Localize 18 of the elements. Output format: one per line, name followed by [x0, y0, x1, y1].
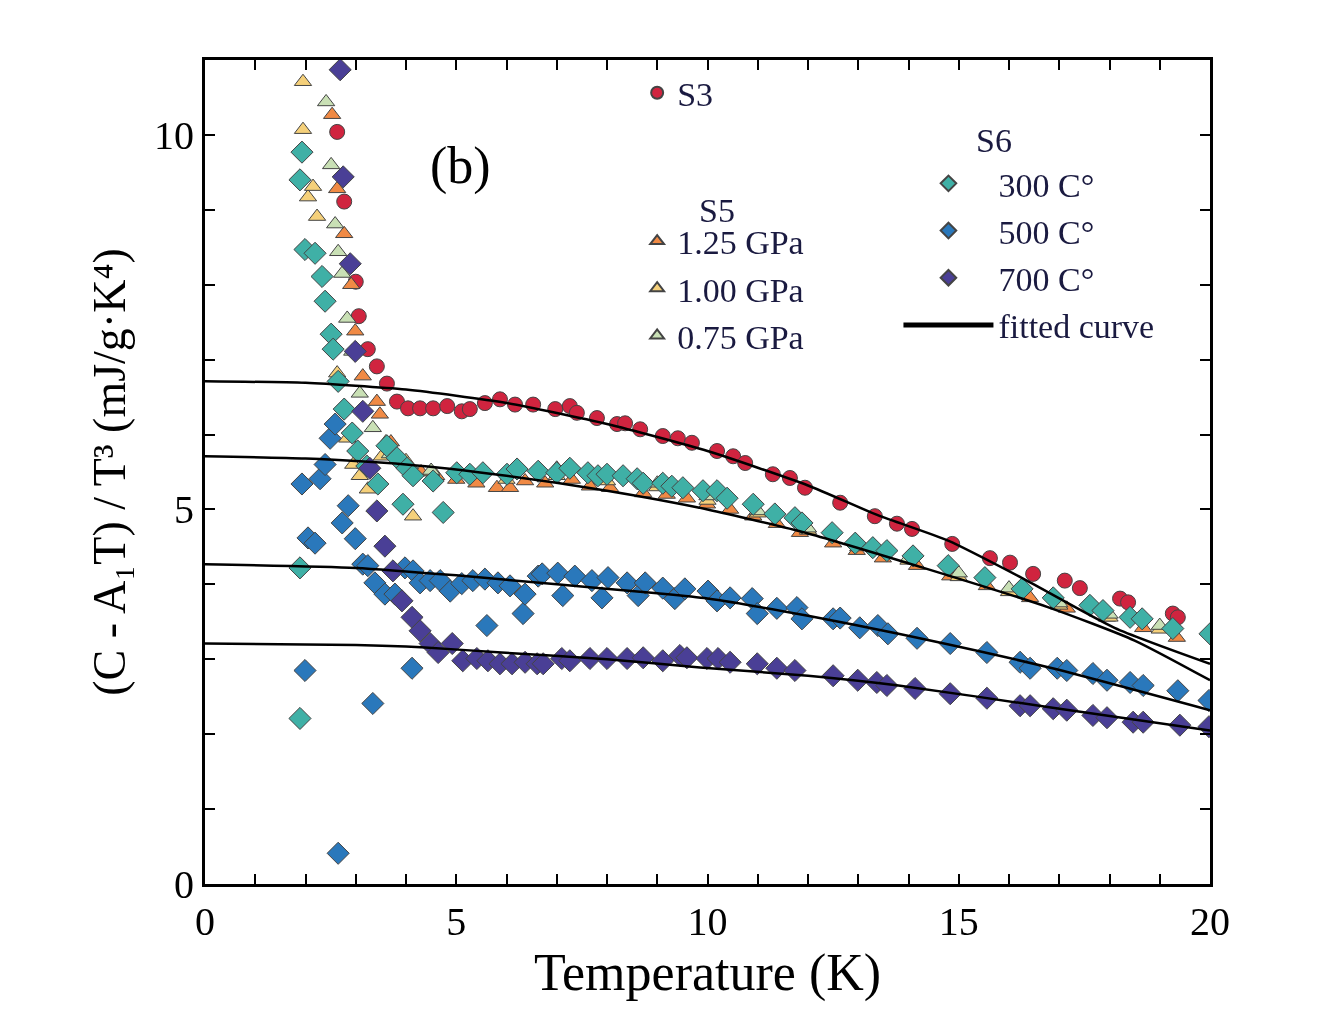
x-tick-label: 10 — [687, 899, 728, 944]
y-tick-label: 5 — [174, 487, 194, 533]
legend-label: 1.00 GPa — [677, 271, 804, 309]
annotation: S6 — [976, 122, 1012, 159]
legend-label: 300 C° — [998, 166, 1095, 204]
legend-label: fitted curve — [998, 308, 1155, 346]
y-tick-label: 10 — [154, 112, 194, 158]
legend-label: 500 C° — [998, 213, 1095, 251]
annotation: (b) — [430, 137, 491, 195]
legend-label: 700 C° — [998, 261, 1095, 299]
x-axis-title: Temperature (K) — [533, 944, 882, 1002]
legend-label: 0.75 GPa — [677, 318, 804, 356]
x-tick-label: 5 — [446, 899, 467, 944]
legend-label: S3 — [677, 75, 714, 113]
y-tick-label: 0 — [174, 862, 194, 907]
x-tick-label: 15 — [938, 899, 979, 944]
x-tick-label: 20 — [1190, 899, 1230, 944]
y-axis-title: (C - A₁T) / T³ (mJ/g·K⁴) — [84, 248, 136, 696]
